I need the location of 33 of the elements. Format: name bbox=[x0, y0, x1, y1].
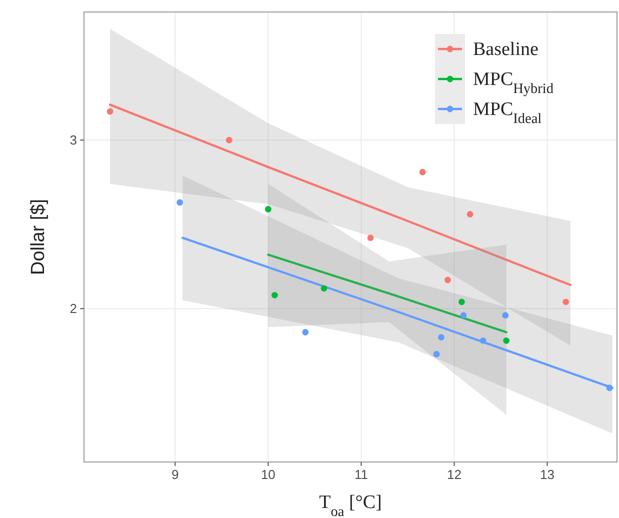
point bbox=[226, 136, 232, 144]
line-series bbox=[108, 104, 572, 286]
point bbox=[419, 168, 426, 176]
point bbox=[264, 206, 272, 212]
legend-label: MPC$_{Ideal}$ bbox=[473, 99, 542, 127]
point bbox=[503, 337, 510, 344]
point bbox=[606, 384, 613, 392]
point bbox=[444, 276, 451, 284]
point bbox=[106, 108, 114, 115]
y-tick-label: 2 bbox=[70, 301, 77, 316]
point bbox=[502, 312, 509, 319]
x-axis-title: T$_{oa}$ [°C] bbox=[319, 492, 382, 518]
x-tick-label: 13 bbox=[540, 467, 554, 482]
point bbox=[302, 329, 309, 336]
point bbox=[271, 292, 278, 298]
point bbox=[433, 350, 440, 358]
x-tick-label: 9 bbox=[172, 467, 179, 482]
point bbox=[466, 211, 474, 218]
point bbox=[438, 334, 444, 340]
y-tick-label: 3 bbox=[70, 132, 77, 148]
legend-label: Baseline bbox=[473, 39, 538, 60]
x-tick-label: 10 bbox=[260, 467, 276, 482]
point bbox=[460, 312, 467, 319]
legend-label: MPC$_{Hybrid}$ bbox=[473, 69, 554, 97]
point bbox=[367, 234, 374, 242]
point bbox=[480, 337, 486, 344]
point bbox=[562, 298, 570, 306]
point bbox=[458, 298, 465, 306]
point bbox=[320, 285, 328, 292]
y-axis-title: Dollar [$] bbox=[28, 198, 49, 276]
x-tick-label: 11 bbox=[354, 467, 368, 482]
x-tick-label: 12 bbox=[446, 467, 462, 482]
point bbox=[176, 199, 184, 206]
